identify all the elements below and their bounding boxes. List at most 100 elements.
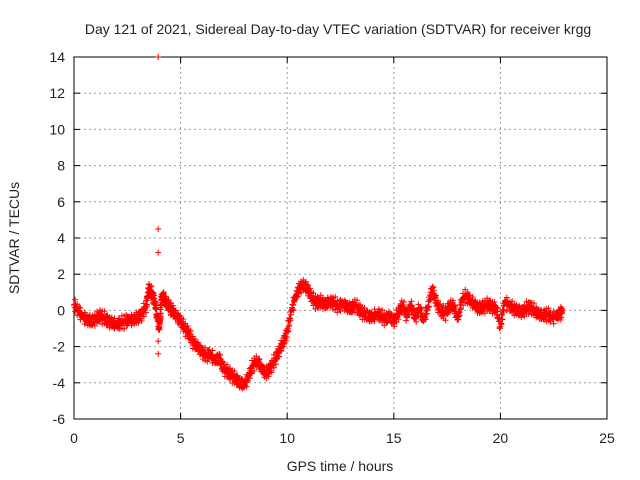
- data-point: [432, 292, 439, 299]
- data-point: [310, 302, 317, 309]
- data-point: [140, 313, 147, 320]
- y-tick-label: 12: [49, 85, 65, 101]
- data-point: [155, 350, 162, 357]
- data-point: [155, 54, 162, 60]
- data-point: [142, 297, 149, 304]
- data-point: [217, 352, 224, 359]
- data-point: [180, 316, 187, 323]
- data-point: [499, 316, 506, 323]
- data-point: [494, 305, 501, 312]
- data-point: [290, 302, 297, 309]
- data-point: [138, 317, 145, 324]
- data-point: [285, 328, 292, 335]
- data-point: [135, 319, 142, 326]
- y-tick-label: -4: [53, 375, 66, 391]
- data-point: [530, 300, 537, 307]
- ticks: 0 5 10 15 20 25 -6 -4 -2 0 2 4 6 8 10 12 14: [49, 49, 615, 446]
- data-point: [399, 302, 406, 309]
- data-point: [356, 302, 363, 309]
- data-point: [286, 322, 293, 329]
- data-point: [142, 309, 149, 316]
- data-point: [403, 317, 410, 324]
- x-tick-label: 25: [599, 430, 615, 446]
- data-point: [423, 307, 430, 314]
- y-tick-label: -2: [53, 339, 66, 355]
- data-point: [388, 311, 395, 318]
- data-point: [371, 318, 378, 325]
- y-tick-label: 2: [57, 266, 65, 282]
- data-point: [456, 309, 463, 316]
- data-point: [437, 300, 444, 307]
- data-point: [413, 318, 420, 325]
- data-point: [415, 301, 422, 308]
- data-point: [452, 305, 459, 312]
- data-point: [278, 348, 285, 355]
- x-tick-label: 0: [70, 430, 78, 446]
- data-point: [484, 295, 491, 302]
- data-point: [155, 249, 162, 256]
- data-point: [423, 310, 430, 317]
- data-point: [287, 317, 294, 324]
- data-point: [429, 283, 436, 290]
- data-point: [267, 367, 274, 374]
- data-point: [421, 315, 428, 322]
- data-point: [361, 304, 368, 311]
- x-tick-label: 15: [386, 430, 402, 446]
- data-point: [497, 320, 504, 327]
- data-point: [290, 307, 297, 314]
- data-point: [204, 358, 211, 365]
- data-point: [273, 361, 280, 368]
- x-tick-label: 5: [177, 430, 185, 446]
- data-marks: [71, 54, 566, 392]
- data-point: [258, 361, 265, 368]
- data-point: [255, 356, 262, 363]
- data-point: [354, 297, 361, 304]
- data-point: [525, 310, 532, 317]
- data-point: [283, 333, 290, 340]
- y-tick-label: 14: [49, 49, 65, 65]
- data-point: [155, 225, 162, 232]
- data-point: [277, 347, 284, 354]
- x-tick-label: 20: [493, 430, 509, 446]
- data-point: [404, 314, 411, 321]
- data-point: [209, 347, 216, 354]
- y-tick-label: -6: [53, 411, 66, 427]
- data-point: [276, 353, 283, 360]
- data-point: [409, 305, 416, 312]
- data-point: [170, 302, 177, 309]
- data-point: [435, 297, 442, 304]
- data-point: [494, 308, 501, 315]
- data-point: [465, 291, 472, 298]
- y-tick-label: 10: [49, 121, 65, 137]
- data-point: [268, 369, 275, 376]
- data-point: [256, 356, 263, 363]
- data-point: [253, 353, 260, 360]
- data-point: [307, 285, 314, 292]
- data-point: [74, 301, 81, 308]
- data-point: [115, 315, 122, 322]
- data-point: [294, 293, 301, 300]
- data-point: [285, 323, 292, 330]
- data-point: [430, 287, 437, 294]
- x-tick-label: 10: [279, 430, 295, 446]
- data-point: [559, 307, 566, 314]
- data-point: [247, 370, 254, 377]
- data-point: [89, 322, 96, 329]
- data-point: [184, 322, 191, 329]
- data-point: [246, 375, 253, 382]
- x-axis-label: GPS time / hours: [287, 458, 394, 474]
- data-point: [270, 364, 277, 371]
- data-point: [558, 314, 565, 321]
- data-point: [121, 325, 128, 332]
- data-point: [101, 308, 108, 315]
- data-point: [408, 302, 415, 309]
- data-point: [430, 284, 437, 291]
- data-point: [503, 294, 510, 301]
- data-point: [427, 296, 434, 303]
- data-point: [469, 294, 476, 301]
- data-point: [406, 311, 413, 318]
- data-point: [498, 321, 505, 328]
- data-point: [498, 312, 505, 319]
- data-point: [395, 316, 402, 323]
